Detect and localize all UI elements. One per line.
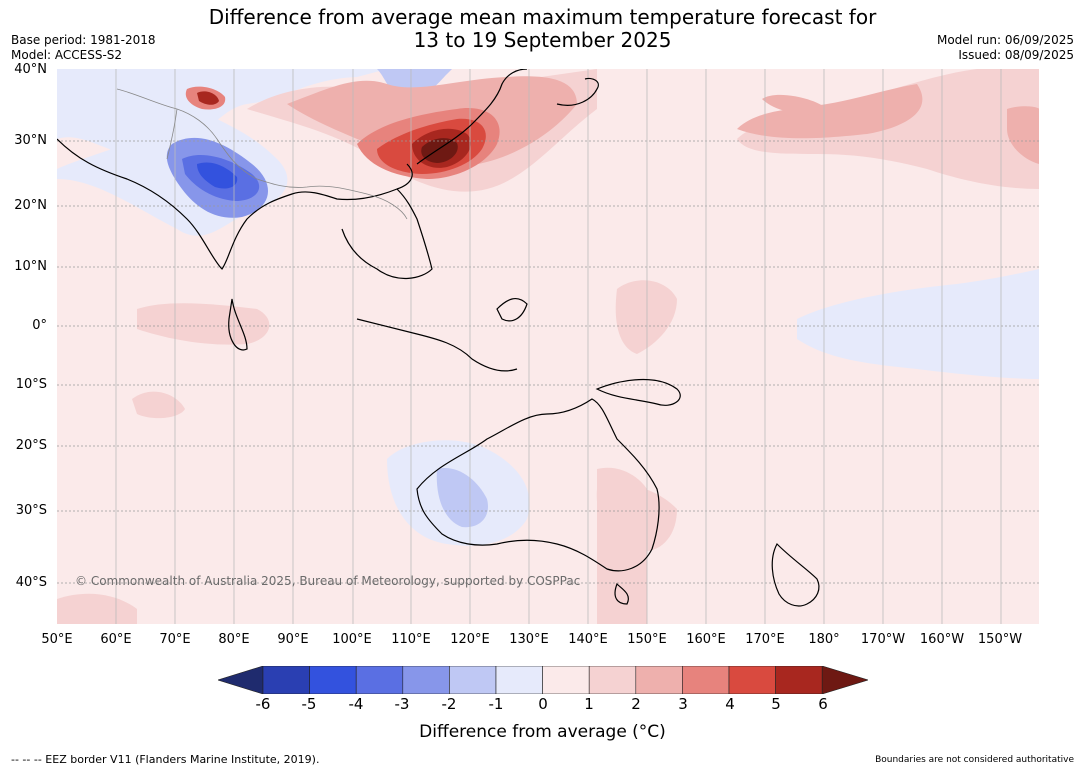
base-period: Base period: 1981-2018 (11, 33, 156, 47)
colorbar-tick: 2 (631, 695, 641, 713)
colorbar-tick: 6 (818, 695, 828, 713)
lat-label: 40°N (14, 62, 47, 77)
lon-label: 90°E (277, 632, 309, 647)
lon-label: 150°E (627, 632, 667, 647)
lat-label: 40°S (15, 575, 47, 590)
lon-label: 130°E (509, 632, 549, 647)
colorbar-tick: -1 (488, 695, 504, 713)
colorbar-cell (542, 666, 590, 694)
lat-label: 30°S (15, 503, 47, 518)
colorbar-tick: -2 (441, 695, 457, 713)
lon-label: 60°E (100, 632, 132, 647)
model-run: Model run: 06/09/2025 (936, 33, 1074, 47)
lon-label: 110°E (391, 632, 431, 647)
lat-label: 0° (32, 318, 47, 333)
map-title-line1: Difference from average mean maximum tem… (208, 5, 877, 29)
lon-label: 160°W (919, 632, 965, 647)
colorbar-extend-high (821, 666, 868, 694)
forecast-map: © Commonwealth of Australia 2025, Bureau… (56, 68, 1039, 624)
lon-label: 100°E (332, 632, 372, 647)
colorbar-cell (495, 666, 543, 694)
lon-label: 140°E (568, 632, 608, 647)
lon-label: 170°W (860, 632, 906, 647)
colorbar-cell (635, 666, 683, 694)
lat-label: 10°N (14, 259, 47, 274)
coastlines (56, 68, 820, 607)
colorbar-extend-low (218, 666, 264, 694)
model-name: Model: ACCESS-S2 (11, 48, 123, 62)
lon-label: 170°E (745, 632, 785, 647)
lon-label: 80°E (218, 632, 250, 647)
country-borders (116, 88, 408, 220)
boundaries-note: Boundaries are not considered authoritat… (875, 755, 1074, 765)
colorbar-cell (775, 666, 823, 694)
lon-label: 70°E (159, 632, 191, 647)
eez-note: -- -- -- EEZ border V11 (Flanders Marine… (11, 753, 320, 766)
lat-label: 20°N (14, 198, 47, 213)
colorbar-cell (402, 666, 450, 694)
colorbar-tick: -4 (348, 695, 364, 713)
colorbar-cell (262, 666, 310, 694)
lon-label: 120°E (450, 632, 490, 647)
colorbar-cell (682, 666, 730, 694)
lon-label: 180° (808, 632, 840, 647)
colorbar-tick: 4 (725, 695, 735, 713)
lat-label: 30°N (14, 133, 47, 148)
colorbar-cell (355, 666, 404, 694)
colorbar-tick: -5 (301, 695, 317, 713)
colorbar-cell (728, 666, 776, 694)
lon-label: 150°W (977, 632, 1023, 647)
colorbar-cell (588, 666, 637, 694)
colorbar-title: Difference from average (°C) (419, 722, 666, 742)
map-title-line2: 13 to 19 September 2025 (413, 28, 672, 52)
colorbar-cell (309, 666, 357, 694)
lon-label: 160°E (686, 632, 726, 647)
lat-label: 20°S (15, 438, 47, 453)
colorbar-tick: 5 (771, 695, 781, 713)
colorbar-tick: 1 (584, 695, 594, 713)
graticule (57, 69, 1039, 624)
colorbar-tick: -3 (394, 695, 410, 713)
colorbar-tick: 3 (678, 695, 688, 713)
colorbar-tick: 0 (538, 695, 548, 713)
issued-date: Issued: 08/09/2025 (958, 48, 1074, 62)
copyright-text: © Commonwealth of Australia 2025, Bureau… (75, 574, 580, 588)
lon-label: 50°E (41, 632, 73, 647)
map-svg: © Commonwealth of Australia 2025, Bureau… (56, 68, 1039, 624)
colorbar-cell (449, 666, 497, 694)
lat-label: 10°S (15, 377, 47, 392)
colorbar-tick: -6 (255, 695, 271, 713)
colorbar (218, 666, 868, 694)
anomaly-shading (57, 69, 1039, 624)
